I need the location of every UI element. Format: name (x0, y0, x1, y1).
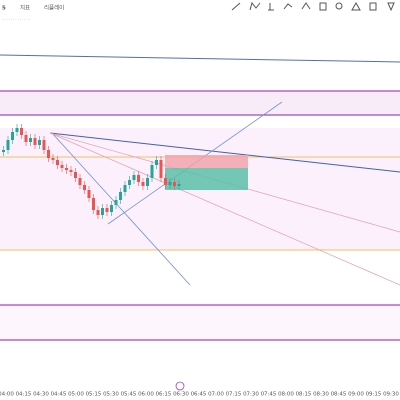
time-label: 05:45 (121, 392, 137, 398)
status-text: · · · · · · · · · · · · · (2, 18, 30, 22)
candle-body (146, 178, 149, 186)
interval[interactable]: 5 (2, 6, 6, 12)
time-label: 04:45 (51, 392, 67, 398)
candle-body (29, 138, 32, 142)
time-label: 07:30 (243, 392, 259, 398)
fib-line (49, 132, 400, 286)
candle-body (92, 198, 95, 210)
candle-body (2, 150, 5, 152)
candle-body (150, 165, 154, 178)
candle-body (137, 175, 140, 182)
time-label: 09:00 (348, 392, 364, 398)
candle-body (38, 140, 41, 145)
scroll-button[interactable] (175, 381, 185, 391)
candle-body (155, 160, 158, 165)
trend-line (49, 132, 400, 173)
time-label: 04:15 (16, 392, 32, 398)
candle-body (11, 132, 14, 140)
time-label: 05:30 (103, 392, 119, 398)
drawing-tools[interactable] (231, 1, 395, 12)
time-label: 04:30 (33, 392, 49, 398)
time-label: 04:00 (0, 392, 14, 398)
toolbar-item[interactable]: 지표 (20, 4, 30, 12)
candle-body (24, 135, 28, 142)
time-label: 06:00 (138, 392, 154, 398)
time-label: 08:30 (313, 392, 329, 398)
time-label: 07:45 (261, 392, 277, 398)
time-label: 08:45 (331, 392, 347, 398)
candle-body (42, 140, 46, 150)
time-label: 05:00 (68, 392, 84, 398)
time-label: 06:30 (173, 392, 189, 398)
time-label: 05:15 (86, 392, 102, 398)
trend-line (51, 132, 191, 286)
candle-body (132, 175, 136, 180)
time-label: 07:15 (226, 392, 242, 398)
candle-body (74, 172, 77, 178)
time-label: 07:00 (208, 392, 224, 398)
toolbar (0, 0, 400, 20)
zone (0, 90, 400, 116)
candle-body (110, 205, 113, 212)
candle-body (33, 138, 37, 145)
stop-zone (165, 155, 248, 168)
time-label: 08:15 (296, 392, 312, 398)
candle-body (164, 178, 167, 185)
target-zone (165, 168, 248, 190)
candle-body (123, 185, 127, 192)
candle-body (128, 180, 131, 185)
candle-body (105, 208, 109, 212)
candle-body (6, 140, 10, 150)
candle-body (119, 192, 122, 200)
candle-body (114, 200, 118, 205)
candles (2, 124, 181, 219)
candle-body (168, 182, 172, 185)
candle-body (47, 150, 50, 158)
candle-body (69, 170, 73, 172)
time-label: 08:00 (278, 392, 294, 398)
candle-body (60, 165, 64, 168)
candle-body (78, 178, 82, 185)
candle-body (173, 182, 176, 186)
candle-body (83, 185, 86, 190)
candle-body (65, 168, 68, 170)
zone (0, 304, 400, 341)
trend-line (0, 54, 400, 63)
candle-body (20, 128, 23, 135)
candle-body (159, 160, 163, 178)
candle-body (101, 208, 104, 215)
time-label: 09:15 (366, 392, 382, 398)
candle-body (96, 210, 100, 215)
time-label: 06:15 (156, 392, 172, 398)
candle-body (177, 184, 181, 186)
candle-body (87, 190, 91, 198)
candle-body (51, 158, 55, 160)
toolbar-item[interactable]: 리플레이 (44, 4, 64, 12)
time-label: 09:30 (383, 392, 399, 398)
candle-body (15, 128, 19, 132)
candle-body (141, 182, 145, 186)
candle-body (56, 160, 59, 165)
time-label: 06:45 (191, 392, 207, 398)
